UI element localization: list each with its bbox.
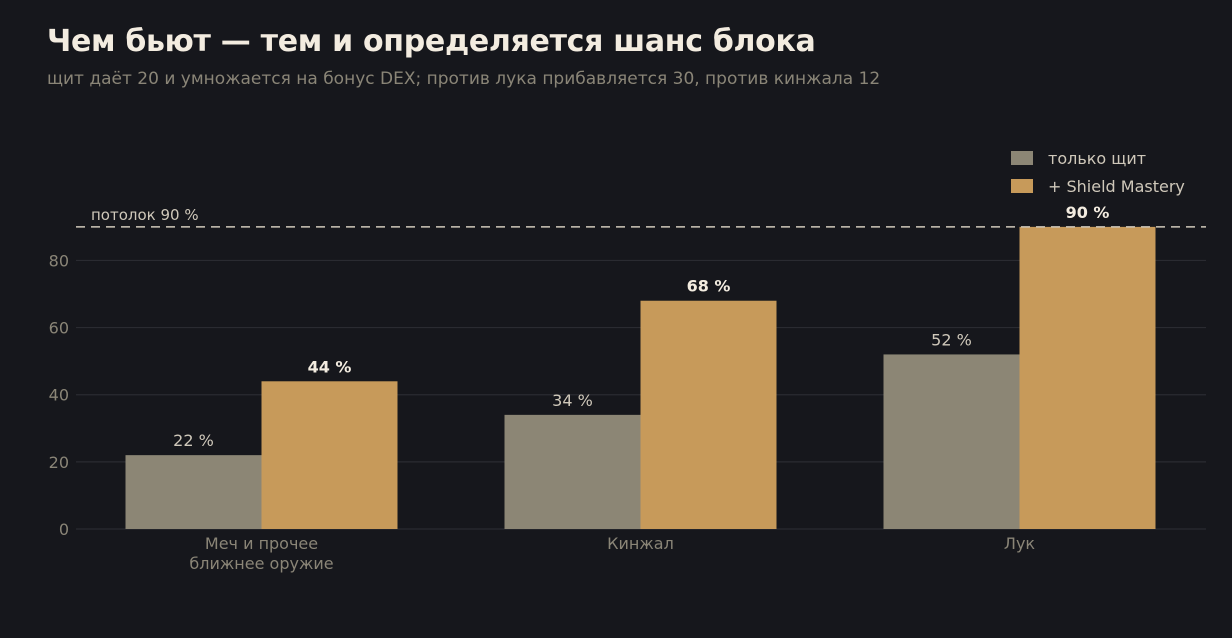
y-tick-label: 80 bbox=[49, 251, 69, 270]
bar bbox=[640, 300, 777, 529]
chart-title: Чем бьют — тем и определяется шанс блока bbox=[47, 24, 816, 59]
y-tick-label: 20 bbox=[49, 453, 69, 472]
bar-value-label: 68 % bbox=[687, 277, 731, 296]
y-tick-label: 60 bbox=[49, 319, 69, 338]
bar bbox=[125, 455, 262, 529]
bar-value-label: 90 % bbox=[1066, 203, 1110, 222]
bar bbox=[504, 414, 641, 529]
chart-subtitle: щит даёт 20 и умножается на бонус DEX; п… bbox=[47, 69, 881, 89]
x-category-label: ближнее оружие bbox=[189, 554, 333, 573]
legend-swatch bbox=[1011, 179, 1033, 193]
y-tick-label: 0 bbox=[59, 520, 69, 539]
bar-value-label: 34 % bbox=[552, 391, 593, 410]
legend-label: + Shield Mastery bbox=[1048, 177, 1185, 196]
bar-value-label: 44 % bbox=[308, 357, 352, 376]
bar-value-label: 22 % bbox=[173, 431, 214, 450]
bar-value-label: 52 % bbox=[931, 330, 972, 349]
bar bbox=[1019, 226, 1156, 529]
legend-label: только щит bbox=[1048, 149, 1146, 168]
bar bbox=[883, 354, 1020, 529]
legend-swatch bbox=[1011, 151, 1033, 165]
y-tick-label: 40 bbox=[49, 386, 69, 405]
x-category-label: Меч и прочее bbox=[205, 534, 318, 553]
x-category-label: Лук bbox=[1004, 534, 1036, 553]
bar bbox=[261, 381, 398, 529]
x-category-label: Кинжал bbox=[607, 534, 674, 553]
ceiling-label: потолок 90 % bbox=[91, 206, 199, 224]
